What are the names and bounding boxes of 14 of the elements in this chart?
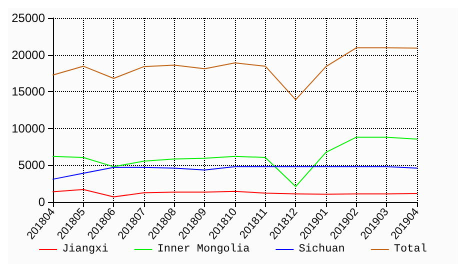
y-tick-label: 5000 <box>18 158 46 172</box>
line-series <box>52 188 418 198</box>
line-series <box>52 136 418 188</box>
y-tick-label: 25000 <box>12 11 46 25</box>
legend-label: Sichuan <box>298 244 345 256</box>
line-series <box>52 166 418 180</box>
y-tick-label: 10000 <box>12 121 46 136</box>
y-tick-label: 0 <box>38 195 46 209</box>
line-series <box>52 47 418 100</box>
y-tick-label: 15000 <box>12 84 46 99</box>
legend-label: Total <box>394 244 427 256</box>
legend-label: Inner Mongolia <box>157 244 250 256</box>
y-tick-label: 20000 <box>12 48 46 62</box>
legend-label: Jiangxi <box>62 244 109 256</box>
